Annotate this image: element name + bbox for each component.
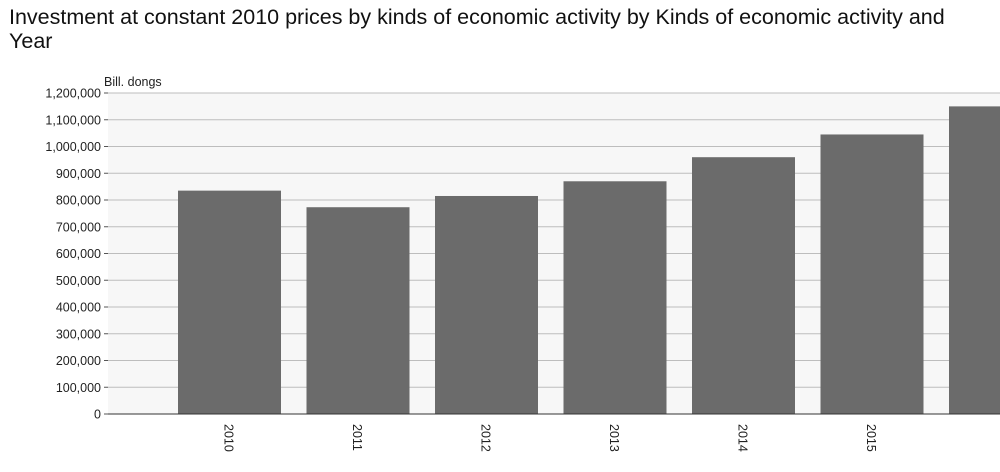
bar-2014 — [692, 157, 795, 414]
y-tick-label: 900,000 — [56, 167, 101, 181]
y-tick-label: 1,000,000 — [45, 140, 101, 154]
y-tick-label: 100,000 — [56, 381, 101, 395]
x-axis-tick-labels: 2010 2011 2012 2013 2014 2015 — [222, 424, 879, 452]
y-tick-label: 0 — [94, 408, 101, 422]
x-tick-label-2011: 2011 — [350, 424, 364, 451]
y-tick-label: 800,000 — [56, 194, 101, 208]
bar-2016 — [949, 106, 1000, 414]
y-tick-label: 400,000 — [56, 301, 101, 315]
y-tick-label: 1,200,000 — [45, 87, 101, 101]
y-tick-label: 700,000 — [56, 220, 101, 234]
x-tick-label-2014: 2014 — [736, 424, 750, 452]
bar-2010 — [178, 190, 281, 414]
x-tick-label-2015: 2015 — [864, 424, 878, 452]
bars — [178, 106, 1000, 414]
chart-title: Investment at constant 2010 prices by ki… — [9, 5, 945, 53]
x-tick-label-2013: 2013 — [607, 424, 621, 452]
y-tick-label: 200,000 — [56, 354, 101, 368]
bar-2013 — [563, 181, 667, 414]
y-tick-label: 600,000 — [56, 247, 101, 261]
y-tick-label: 500,000 — [56, 274, 101, 288]
x-tick-label-2012: 2012 — [479, 424, 493, 452]
y-axis-tick-labels: 0 100,000 200,000 300,000 400,000 500,000 600,… — [45, 87, 101, 422]
bar-2012 — [435, 195, 538, 414]
x-tick-label-2010: 2010 — [222, 424, 236, 452]
bar-2011 — [306, 207, 410, 414]
y-tick-label: 1,100,000 — [45, 113, 101, 127]
y-axis-unit-label: Bill. dongs — [104, 75, 162, 89]
bar-2015 — [820, 134, 924, 414]
y-tick-label: 300,000 — [56, 327, 101, 341]
